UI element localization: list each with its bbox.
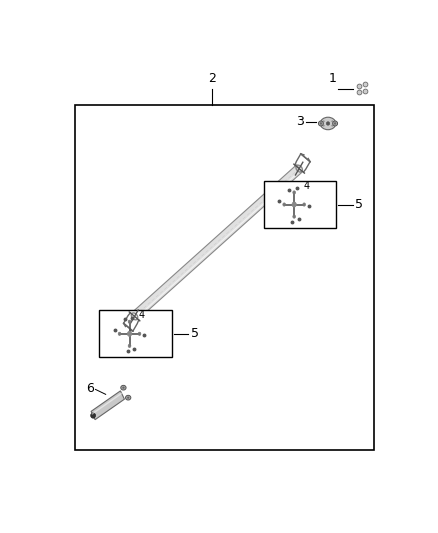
Ellipse shape [126, 395, 131, 400]
Ellipse shape [334, 123, 336, 124]
Text: 5: 5 [355, 198, 363, 211]
Text: 2: 2 [208, 72, 215, 85]
Text: 6: 6 [86, 382, 94, 394]
Polygon shape [91, 391, 124, 419]
Bar [75, 105, 374, 450]
Ellipse shape [318, 121, 323, 126]
Ellipse shape [326, 122, 330, 125]
Ellipse shape [128, 344, 131, 348]
Text: 4: 4 [139, 310, 145, 320]
Ellipse shape [323, 125, 325, 126]
Ellipse shape [121, 385, 126, 390]
Ellipse shape [91, 413, 95, 418]
Bar [99, 310, 172, 358]
Ellipse shape [323, 120, 325, 122]
Ellipse shape [292, 202, 296, 207]
Ellipse shape [127, 397, 129, 399]
Bar [264, 181, 336, 228]
Text: 1: 1 [329, 72, 337, 85]
Ellipse shape [303, 203, 305, 206]
Ellipse shape [332, 125, 333, 126]
Text: 4: 4 [304, 181, 310, 191]
Ellipse shape [283, 203, 286, 206]
Ellipse shape [332, 121, 338, 126]
Ellipse shape [293, 191, 296, 194]
Ellipse shape [293, 215, 296, 218]
Text: 3: 3 [297, 115, 304, 128]
Ellipse shape [118, 332, 121, 335]
Ellipse shape [128, 320, 131, 324]
Ellipse shape [320, 123, 321, 124]
Ellipse shape [138, 332, 141, 335]
Ellipse shape [127, 331, 132, 336]
Polygon shape [132, 165, 302, 320]
Text: 5: 5 [191, 327, 198, 340]
Ellipse shape [123, 387, 124, 389]
Ellipse shape [320, 117, 336, 130]
Ellipse shape [332, 120, 333, 122]
